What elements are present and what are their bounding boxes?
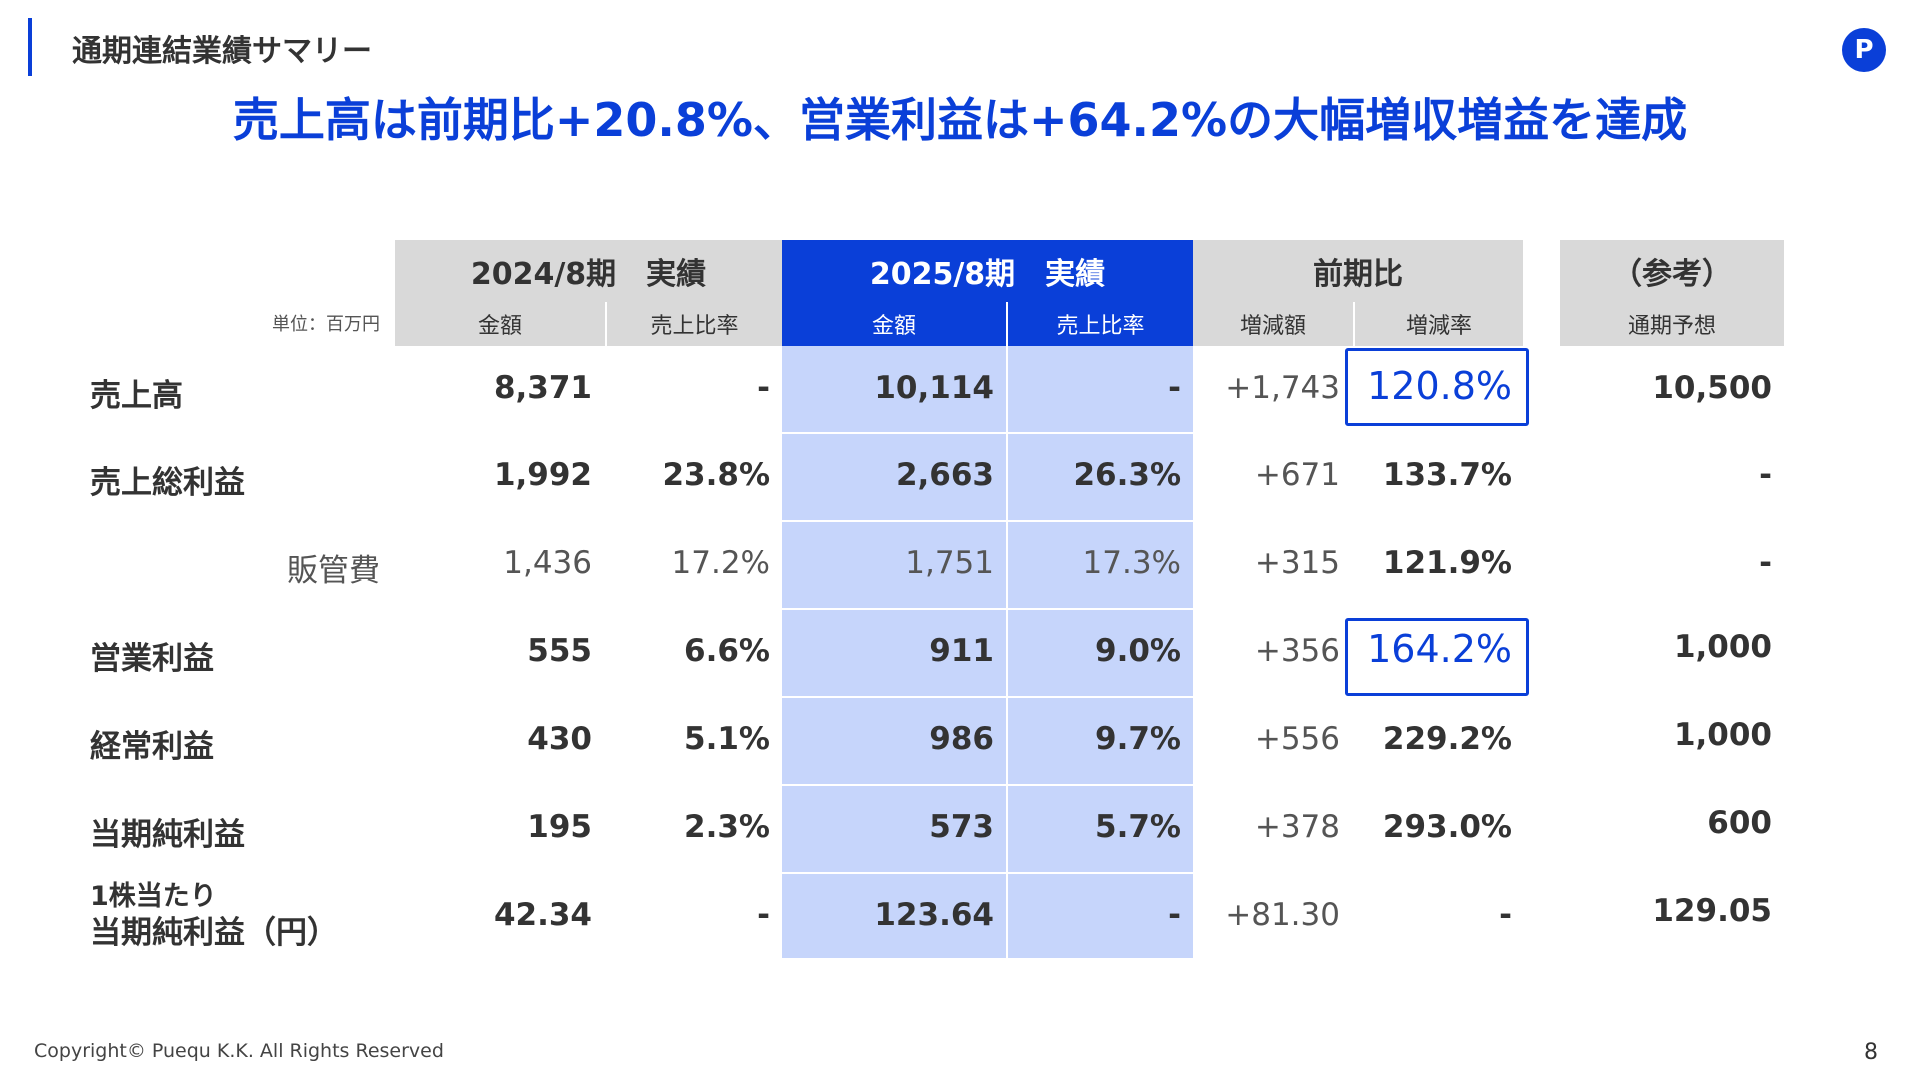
cell-forecast: 10,500 [1652,370,1772,406]
row-label-eps-line2: 当期純利益（円） [90,915,338,951]
cell-ratio-2024: 5.1% [684,721,770,757]
row-label-revenue: 売上高 [90,378,183,414]
copyright-footer: Copyright© Puequ K.K. All Rights Reserve… [34,1040,444,1062]
row-divider [782,432,1193,434]
cell-ratio-2025: 9.0% [1095,633,1181,669]
row-divider [782,520,1193,522]
cell-ratio-2025: 9.7% [1095,721,1181,757]
row-divider [782,784,1193,786]
cell-change: +1,743 [1225,370,1340,406]
cell-change-rate: 293.0% [1382,809,1512,845]
fy2025-highlight-column [782,346,1193,958]
cell-ratio-2025: 17.3% [1082,545,1181,581]
row-divider [782,608,1193,610]
cell-amount-2025: 123.64 [874,897,994,933]
cell-change: +356 [1254,633,1340,669]
cell-change: +315 [1254,545,1340,581]
header-fy2025: 2025/8期 実績 [782,240,1193,302]
subheader-amount-2025: 金額 [782,302,1006,346]
cell-amount-2024: 42.34 [493,897,592,933]
cell-change-rate: - [1499,897,1512,933]
subheader-amount-2024: 金額 [395,302,605,346]
cell-amount-2024: 1,992 [493,457,592,493]
header-ref: （参考） [1560,240,1784,302]
header-fy2024: 2024/8期 実績 [395,240,782,302]
section-accent-bar [28,18,32,76]
cell-ratio-2025: - [1168,897,1181,933]
highlight-box-revenue-rate [1345,348,1529,426]
cell-ratio-2024: 17.2% [671,545,770,581]
cell-change: +671 [1254,457,1340,493]
cell-forecast: 600 [1707,805,1772,841]
cell-change-rate: 120.8% [1367,364,1512,408]
row-label-operating-profit: 営業利益 [90,641,214,677]
row-label-ordinary-profit: 経常利益 [90,729,214,765]
cell-ratio-2024: 6.6% [684,633,770,669]
cell-amount-2024: 8,371 [493,370,592,406]
cell-forecast: - [1759,457,1772,493]
cell-change-rate: 164.2% [1367,627,1512,671]
page-number: 8 [1864,1040,1878,1065]
cell-ratio-2024: 2.3% [684,809,770,845]
cell-change-rate: 133.7% [1382,457,1512,493]
cell-amount-2025: 573 [929,809,994,845]
cell-forecast: 1,000 [1673,717,1772,753]
cell-ratio-2024: - [757,370,770,406]
row-label-eps-line1: 1株当たり [90,881,217,912]
unit-label: 単位：百万円 [272,314,380,335]
cell-ratio-2024: 23.8% [662,457,770,493]
company-logo-icon: P [1842,28,1886,72]
cell-ratio-2024: - [757,897,770,933]
cell-amount-2025: 1,751 [905,545,994,581]
row-label-gross-profit: 売上総利益 [90,465,245,501]
cell-amount-2025: 986 [929,721,994,757]
cell-change: +81.30 [1225,897,1340,933]
cell-amount-2025: 911 [929,633,994,669]
header-yoy: 前期比 [1193,240,1523,302]
subheader-ratio-2024: 売上比率 [607,302,782,346]
cell-forecast: - [1759,545,1772,581]
row-label-net-income: 当期純利益 [90,817,245,853]
headline: 売上高は前期比+20.8%、営業利益は+64.2%の大幅増収増益を達成 [232,93,1688,147]
row-divider [782,872,1193,874]
subheader-change-rate: 増減率 [1355,302,1523,346]
cell-ratio-2025: 5.7% [1095,809,1181,845]
cell-amount-2025: 10,114 [874,370,994,406]
cell-amount-2024: 1,436 [503,545,592,581]
cell-forecast: 129.05 [1652,893,1772,929]
cell-change-rate: 121.9% [1382,545,1512,581]
cell-ratio-2025: 26.3% [1073,457,1181,493]
cell-change: +556 [1254,721,1340,757]
column-divider [1006,346,1008,958]
cell-amount-2024: 430 [527,721,592,757]
highlight-box-operating-rate [1345,618,1529,696]
section-title: 通期連結業績サマリー [72,34,372,69]
logo-letter: P [1854,35,1874,65]
subheader-forecast: 通期予想 [1560,302,1784,346]
cell-amount-2025: 2,663 [895,457,994,493]
subheader-change: 増減額 [1193,302,1353,346]
cell-forecast: 1,000 [1673,629,1772,665]
row-divider [782,696,1193,698]
subheader-ratio-2025: 売上比率 [1008,302,1193,346]
cell-amount-2024: 555 [527,633,592,669]
cell-amount-2024: 195 [527,809,592,845]
cell-ratio-2025: - [1168,370,1181,406]
cell-change: +378 [1254,809,1340,845]
cell-change-rate: 229.2% [1382,721,1512,757]
row-label-sga: 販管費 [287,553,380,589]
